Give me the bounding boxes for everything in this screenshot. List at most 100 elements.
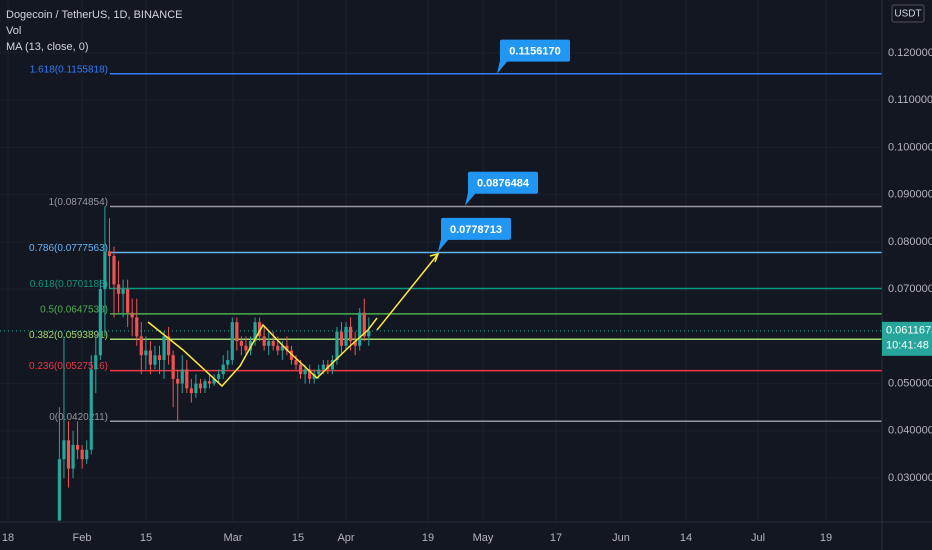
candle-body	[153, 355, 157, 365]
callout-label: 0.0778713	[450, 224, 502, 236]
candle-body	[157, 355, 162, 360]
candle-body	[144, 350, 148, 356]
fib-label: 0.786(0.0777563)	[29, 243, 108, 254]
candle-body	[207, 381, 212, 384]
candle-body	[303, 369, 307, 375]
fib-label: 1.618(0.1155818)	[30, 64, 108, 75]
candle-body	[258, 322, 262, 337]
candle-body	[185, 369, 189, 389]
arrow-head	[429, 252, 440, 263]
x-tick-label: 19	[820, 532, 832, 544]
candle-body	[71, 444, 75, 469]
fib-levels: 1.618(0.1155818) 1(0.0874854) 0.786(0.0777…	[0, 64, 882, 423]
candle-body	[289, 350, 294, 360]
currency-label: USDT	[894, 9, 921, 20]
vol-label[interactable]: Vol	[6, 25, 21, 37]
candle-body	[194, 383, 198, 394]
candle-body	[130, 312, 134, 318]
candle-body	[148, 350, 152, 365]
candle-body	[226, 359, 230, 365]
candle-body	[317, 369, 321, 375]
candle-body	[267, 341, 271, 346]
candle-body	[176, 378, 180, 384]
candle-body	[353, 341, 357, 346]
fib-label: 0.5(0.0647538)	[40, 305, 108, 316]
candle-body	[312, 374, 316, 379]
candle-body	[98, 289, 102, 356]
candle-body	[135, 317, 139, 337]
candle-body	[76, 444, 80, 450]
candle-body	[349, 326, 353, 342]
candle-body	[217, 374, 221, 379]
candle-body	[212, 378, 216, 384]
candle-body	[80, 449, 84, 460]
candle-body	[239, 341, 243, 346]
symbol-title: Dogecoin / TetherUS, 1D, BINANCE	[6, 9, 182, 21]
candle-body	[85, 449, 89, 460]
candle-body	[167, 336, 171, 356]
candle-body	[335, 331, 339, 360]
projection-path	[147, 317, 378, 388]
fib-label: 0.236(0.0527516)	[29, 361, 108, 372]
callout-label: 0.0876484	[477, 178, 530, 190]
callouts: 0.1156170 0.0876484 0.0778713	[438, 39, 570, 252]
candle-body	[116, 284, 121, 294]
candle-body	[253, 322, 257, 342]
x-tick-label: 14	[680, 532, 692, 544]
candle-body	[244, 345, 248, 351]
candle-body	[180, 369, 184, 384]
candle-body	[339, 331, 344, 346]
fib-label: 0.618(0.0701185)	[30, 279, 108, 290]
callout-pointer	[465, 192, 476, 206]
x-tick-label: Jul	[751, 532, 765, 544]
currency-badge[interactable]	[891, 4, 925, 23]
x-tick-label: 17	[550, 532, 562, 544]
x-tick-label: Mar	[224, 532, 243, 544]
candle-body	[308, 369, 312, 379]
x-tick-label: 19	[422, 532, 434, 544]
ma-label[interactable]: MA (13, close, 0)	[6, 41, 89, 53]
candle-body	[280, 345, 284, 351]
countdown-label: 10:41:48	[886, 340, 929, 352]
fib-label: 0.382(0.0593891)	[29, 330, 108, 341]
candle-body	[121, 289, 125, 294]
fib-label: 0(0.0420211)	[49, 412, 108, 423]
candle-body	[221, 364, 225, 375]
x-tick-label: May	[473, 532, 494, 544]
candle-body	[112, 256, 116, 285]
candle-body	[362, 312, 366, 337]
candle-body	[358, 312, 362, 346]
candle-body	[103, 251, 107, 290]
current-price-box	[882, 321, 932, 356]
candle-body	[94, 355, 98, 370]
candle-body	[89, 369, 93, 450]
candle-body	[126, 289, 130, 313]
candle-body	[298, 364, 303, 375]
candle-body	[198, 383, 203, 389]
candle-body	[367, 330, 371, 337]
x-tick-label: 15	[140, 532, 152, 544]
fib-label: 1(0.0874854)	[49, 197, 109, 208]
candle-body	[62, 440, 66, 460]
candle-body	[203, 381, 207, 389]
candle-body	[285, 345, 289, 351]
callout-pointer	[497, 60, 508, 74]
candle-body	[344, 326, 348, 346]
candle-body	[235, 322, 239, 342]
candle-body	[171, 355, 175, 379]
candle-body	[139, 336, 143, 356]
callout-box	[500, 39, 570, 62]
candle-body	[276, 345, 280, 351]
candle-body	[230, 322, 234, 360]
current-price-label: 0.0611673	[886, 325, 932, 337]
x-tick-label: Apr	[337, 532, 354, 544]
